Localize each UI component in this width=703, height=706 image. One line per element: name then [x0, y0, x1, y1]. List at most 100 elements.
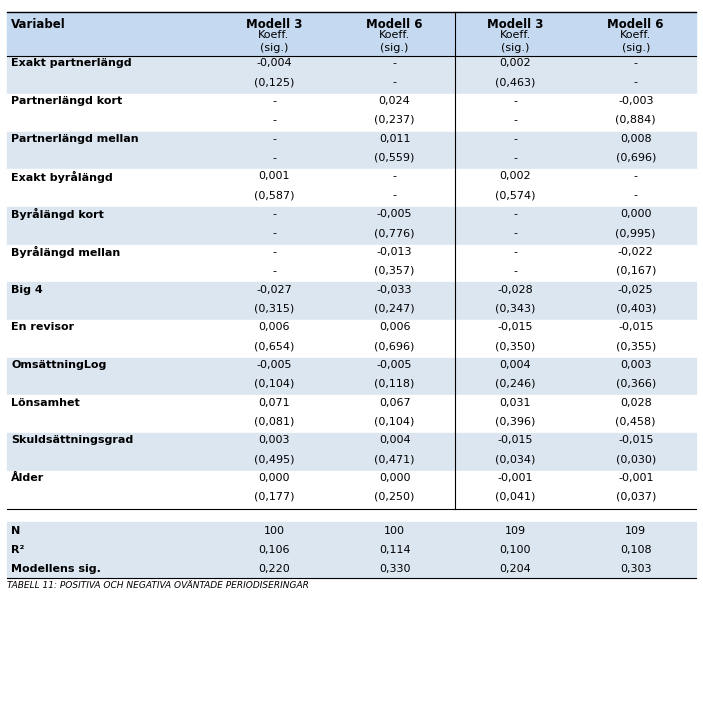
Text: Lönsamhet: Lönsamhet	[11, 397, 80, 407]
Text: -: -	[392, 59, 396, 68]
Text: Partnerlängd mellan: Partnerlängd mellan	[11, 134, 138, 144]
Text: (sig.): (sig.)	[380, 43, 408, 53]
Text: (0,104): (0,104)	[254, 379, 294, 389]
Text: 0,001: 0,001	[258, 172, 290, 181]
Text: (0,884): (0,884)	[615, 115, 656, 125]
Text: (0,574): (0,574)	[495, 191, 536, 201]
Text: -0,001: -0,001	[618, 473, 654, 483]
Text: -: -	[272, 134, 276, 144]
Text: 0,000: 0,000	[379, 473, 411, 483]
Text: 109: 109	[625, 526, 646, 536]
Bar	[7, 245, 696, 282]
Text: -0,003: -0,003	[618, 96, 654, 106]
Text: En revisor: En revisor	[11, 322, 75, 333]
Text: R²: R²	[11, 545, 25, 555]
Text: -: -	[272, 228, 276, 238]
Text: -0,015: -0,015	[498, 436, 533, 445]
Text: -: -	[272, 96, 276, 106]
Text: 0,108: 0,108	[620, 545, 652, 555]
Text: Variabel: Variabel	[11, 18, 66, 30]
Text: (0,350): (0,350)	[495, 341, 535, 351]
Text: -: -	[513, 209, 517, 219]
Text: (0,343): (0,343)	[495, 304, 535, 313]
Text: (0,995): (0,995)	[615, 228, 656, 238]
Text: 109: 109	[505, 526, 526, 536]
Text: -0,015: -0,015	[618, 322, 654, 333]
Text: -: -	[392, 191, 396, 201]
Text: 0,002: 0,002	[499, 59, 531, 68]
Bar	[7, 131, 696, 169]
Text: -0,005: -0,005	[377, 209, 413, 219]
Text: 0,330: 0,330	[379, 564, 411, 574]
Text: (0,237): (0,237)	[374, 115, 415, 125]
Text: N: N	[11, 526, 20, 536]
Text: (0,696): (0,696)	[375, 341, 415, 351]
Text: (0,357): (0,357)	[375, 265, 415, 276]
Text: (0,315): (0,315)	[254, 304, 294, 313]
Text: 0,008: 0,008	[620, 134, 652, 144]
Text: Koeff.: Koeff.	[379, 30, 410, 40]
Text: (0,125): (0,125)	[254, 77, 294, 88]
Bar	[7, 559, 696, 578]
Text: Modell 6: Modell 6	[366, 18, 423, 30]
Text: -: -	[392, 77, 396, 88]
Text: -: -	[513, 96, 517, 106]
Text: Ålder: Ålder	[11, 473, 44, 483]
Text: 0,000: 0,000	[620, 209, 652, 219]
Text: 0,002: 0,002	[499, 172, 531, 181]
Text: -0,025: -0,025	[618, 285, 654, 294]
Bar	[7, 320, 696, 358]
Text: -: -	[513, 265, 517, 276]
Text: Modell 3: Modell 3	[487, 18, 543, 30]
Text: TABELL 11: POSITIVA OCH NEGATIVA OVÄNTADE PERIODISERINGAR: TABELL 11: POSITIVA OCH NEGATIVA OVÄNTAD…	[7, 581, 309, 590]
Text: (0,167): (0,167)	[616, 265, 656, 276]
Text: 100: 100	[384, 526, 405, 536]
Text: (0,366): (0,366)	[616, 379, 656, 389]
Text: (0,463): (0,463)	[495, 77, 535, 88]
Text: (0,081): (0,081)	[254, 417, 294, 426]
Text: -: -	[513, 115, 517, 125]
Text: -: -	[513, 152, 517, 162]
Text: 0,006: 0,006	[258, 322, 290, 333]
Text: (0,396): (0,396)	[495, 417, 535, 426]
Text: Koeff.: Koeff.	[620, 30, 652, 40]
Text: -0,028: -0,028	[497, 285, 533, 294]
Text: -: -	[513, 228, 517, 238]
Text: 100: 100	[264, 526, 285, 536]
Text: -0,033: -0,033	[377, 285, 413, 294]
Text: -: -	[272, 152, 276, 162]
Text: OmsättningLog: OmsättningLog	[11, 360, 107, 370]
Text: 0,004: 0,004	[379, 436, 411, 445]
Text: -0,022: -0,022	[618, 247, 654, 257]
Text: (0,696): (0,696)	[616, 152, 656, 162]
Text: (0,776): (0,776)	[374, 228, 415, 238]
Text: (0,403): (0,403)	[616, 304, 656, 313]
Text: (0,037): (0,037)	[616, 492, 656, 502]
Text: -0,005: -0,005	[256, 360, 292, 370]
Bar	[7, 471, 696, 508]
Text: Byrålängd kort: Byrålängd kort	[11, 208, 104, 220]
Text: Modell 6: Modell 6	[607, 18, 664, 30]
Text: Skuldsättningsgrad: Skuldsättningsgrad	[11, 436, 134, 445]
Text: 0,003: 0,003	[620, 360, 652, 370]
Text: Koeff.: Koeff.	[500, 30, 531, 40]
Bar	[7, 94, 696, 131]
Text: (0,458): (0,458)	[615, 417, 656, 426]
Text: -: -	[513, 247, 517, 257]
Text: (0,495): (0,495)	[254, 454, 295, 464]
Text: Byrålängd mellan: Byrålängd mellan	[11, 246, 120, 258]
Text: (0,041): (0,041)	[495, 492, 535, 502]
Text: -: -	[272, 265, 276, 276]
Text: (0,559): (0,559)	[375, 152, 415, 162]
Text: 0,303: 0,303	[620, 564, 652, 574]
Text: Exakt partnerlängd: Exakt partnerlängd	[11, 59, 132, 68]
Bar	[7, 282, 696, 320]
Text: 0,106: 0,106	[258, 545, 290, 555]
Text: (0,654): (0,654)	[254, 341, 294, 351]
Bar	[7, 433, 696, 471]
Text: 0,031: 0,031	[499, 397, 531, 407]
Text: -: -	[272, 247, 276, 257]
Text: (sig.): (sig.)	[260, 43, 288, 53]
Text: 0,004: 0,004	[499, 360, 531, 370]
Text: -: -	[513, 134, 517, 144]
